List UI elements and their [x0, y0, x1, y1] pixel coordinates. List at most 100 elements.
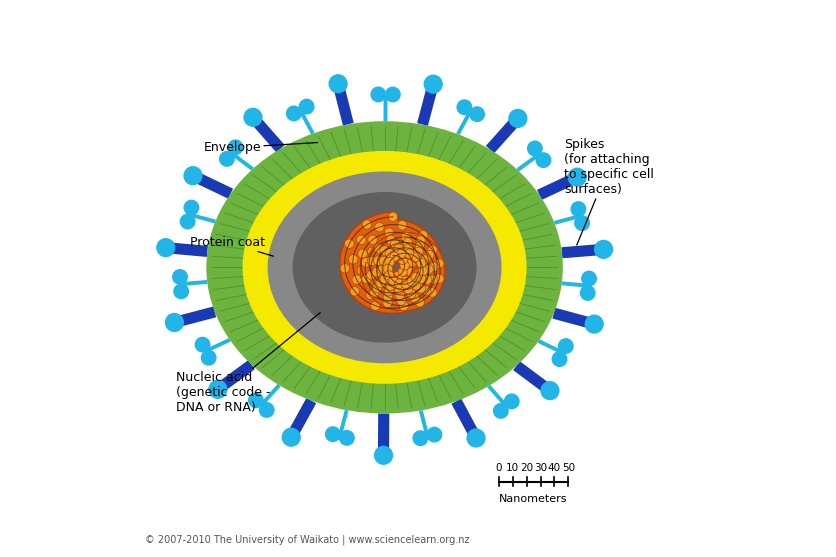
Circle shape [368, 247, 377, 257]
Circle shape [415, 265, 426, 275]
Circle shape [528, 141, 543, 156]
Circle shape [571, 202, 586, 216]
Text: 40: 40 [548, 463, 561, 473]
Circle shape [209, 380, 227, 398]
Circle shape [424, 259, 434, 268]
Circle shape [435, 259, 444, 268]
Polygon shape [384, 95, 388, 121]
Circle shape [196, 338, 210, 352]
Circle shape [376, 278, 385, 288]
Circle shape [396, 287, 405, 296]
Circle shape [568, 168, 586, 186]
Polygon shape [286, 398, 316, 440]
Circle shape [427, 427, 441, 442]
Circle shape [418, 242, 427, 251]
Circle shape [428, 275, 438, 284]
Circle shape [367, 256, 377, 266]
Circle shape [401, 279, 410, 289]
Polygon shape [451, 398, 481, 441]
Circle shape [370, 301, 380, 310]
Polygon shape [191, 170, 233, 199]
Text: Protein coat: Protein coat [190, 236, 273, 256]
Circle shape [390, 240, 400, 249]
Polygon shape [298, 109, 314, 134]
Circle shape [388, 251, 398, 260]
Polygon shape [419, 410, 429, 437]
Circle shape [386, 273, 395, 282]
Circle shape [390, 280, 399, 290]
Circle shape [371, 87, 385, 102]
Circle shape [427, 288, 437, 297]
Circle shape [367, 270, 376, 280]
Polygon shape [562, 281, 589, 287]
Circle shape [380, 274, 390, 284]
Circle shape [393, 271, 403, 281]
Polygon shape [205, 338, 231, 353]
Circle shape [403, 285, 413, 294]
Ellipse shape [268, 172, 502, 363]
Circle shape [558, 339, 573, 353]
Circle shape [375, 244, 384, 253]
Circle shape [504, 394, 519, 409]
Polygon shape [417, 83, 439, 126]
Circle shape [416, 258, 426, 268]
Circle shape [394, 243, 404, 253]
Circle shape [385, 244, 394, 253]
Circle shape [422, 275, 432, 285]
Circle shape [395, 303, 405, 312]
Circle shape [220, 152, 234, 166]
Circle shape [391, 236, 400, 245]
Circle shape [413, 431, 427, 446]
Circle shape [361, 258, 370, 267]
Circle shape [411, 252, 421, 262]
Circle shape [430, 262, 439, 272]
Text: 10: 10 [506, 463, 519, 473]
Circle shape [244, 109, 262, 126]
Circle shape [395, 279, 404, 289]
Circle shape [201, 350, 216, 365]
Text: 20: 20 [520, 463, 533, 473]
Ellipse shape [242, 151, 527, 384]
Circle shape [541, 382, 559, 399]
Polygon shape [513, 361, 553, 395]
Polygon shape [537, 172, 579, 200]
Circle shape [470, 107, 484, 121]
Circle shape [396, 296, 406, 305]
Circle shape [407, 267, 416, 277]
Circle shape [358, 249, 367, 258]
Circle shape [457, 100, 472, 114]
Circle shape [431, 250, 441, 259]
Circle shape [421, 255, 431, 264]
Circle shape [339, 431, 354, 445]
Circle shape [375, 446, 392, 464]
Circle shape [352, 275, 361, 285]
Circle shape [384, 286, 394, 296]
Circle shape [376, 248, 386, 258]
Circle shape [364, 259, 374, 268]
Circle shape [173, 270, 187, 284]
Circle shape [395, 290, 405, 300]
Polygon shape [554, 214, 581, 224]
Circle shape [407, 277, 416, 286]
Circle shape [184, 201, 199, 215]
Polygon shape [181, 280, 207, 286]
Circle shape [380, 256, 389, 266]
Circle shape [582, 271, 596, 286]
Circle shape [386, 296, 395, 305]
Circle shape [406, 291, 415, 301]
Circle shape [403, 248, 412, 258]
Circle shape [407, 257, 417, 267]
Circle shape [365, 280, 375, 289]
Circle shape [386, 281, 395, 290]
Polygon shape [333, 82, 354, 126]
Polygon shape [517, 153, 540, 172]
Polygon shape [553, 308, 595, 330]
Circle shape [362, 274, 371, 284]
Circle shape [585, 315, 603, 333]
Circle shape [377, 238, 387, 248]
Text: 30: 30 [534, 463, 547, 473]
Polygon shape [249, 114, 285, 153]
Circle shape [329, 75, 347, 92]
Circle shape [344, 239, 354, 248]
Circle shape [394, 244, 403, 253]
